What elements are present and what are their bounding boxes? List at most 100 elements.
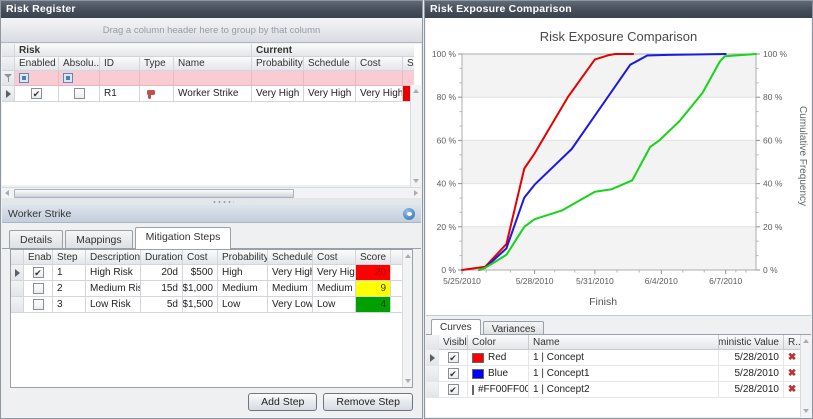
checkbox-filter-icon[interactable] xyxy=(19,73,29,83)
cell-enabled[interactable] xyxy=(24,265,53,281)
curve-row-blue[interactable]: Blue 1 | Concept1 5/28/2010 ✖ xyxy=(426,366,811,382)
col-type[interactable]: Type xyxy=(140,57,174,71)
cell-enabled[interactable] xyxy=(24,281,53,297)
cell-color[interactable]: #FF00FF00 xyxy=(468,382,529,398)
row-indicator xyxy=(11,265,24,281)
mitigation-row-3[interactable]: 3 Low Risk 5d $1,500 Low Very Low Low 4 xyxy=(11,297,412,313)
filter-score[interactable] xyxy=(403,71,414,86)
tab-variances[interactable]: Variances xyxy=(483,321,545,335)
filter-probability[interactable] xyxy=(252,71,304,86)
cell-description: High Risk xyxy=(86,265,141,281)
scroll-up-icon[interactable] xyxy=(405,254,411,258)
risk-register-panel: Risk Register Drag a column header here … xyxy=(0,0,423,419)
cell-enabled[interactable] xyxy=(24,297,53,313)
group-by-hint: Drag a column header here to group by th… xyxy=(103,25,321,36)
col-description[interactable]: Description xyxy=(86,250,141,265)
col-enabled[interactable]: Enabled xyxy=(15,57,59,71)
col-color[interactable]: Color xyxy=(468,335,529,350)
mitigation-grid-scrollbar[interactable] xyxy=(402,250,412,387)
col-name[interactable]: Name xyxy=(529,335,719,350)
visible-checkbox[interactable] xyxy=(448,352,459,363)
col-probability[interactable]: Probability xyxy=(252,57,304,71)
scroll-down-icon[interactable] xyxy=(803,409,809,413)
col-remove[interactable]: R... xyxy=(784,335,801,350)
cell-visible[interactable] xyxy=(439,366,468,382)
tab-mitigation-steps[interactable]: Mitigation Steps xyxy=(135,227,232,249)
collapse-panel-button[interactable] xyxy=(403,208,415,220)
visible-checkbox[interactable] xyxy=(448,384,459,395)
cell-color[interactable]: Blue xyxy=(468,366,529,382)
col-probability[interactable]: Probability xyxy=(218,250,268,265)
col-id[interactable]: ID xyxy=(100,57,140,71)
col-absolute[interactable]: Absolu... xyxy=(59,57,100,71)
scroll-up-icon[interactable] xyxy=(413,89,419,93)
cell-name: 1 | Concept1 xyxy=(529,366,719,382)
col-enabled[interactable]: Enabled xyxy=(24,250,53,265)
enabled-checkbox[interactable] xyxy=(31,88,42,99)
group-header-risk[interactable]: Risk xyxy=(15,44,252,57)
scroll-down-icon[interactable] xyxy=(413,179,419,183)
cell-color[interactable]: Red xyxy=(468,350,529,366)
enabled-checkbox[interactable] xyxy=(33,267,44,278)
mitigation-row-1[interactable]: 1 High Risk 20d $500 High Very High Very… xyxy=(11,265,412,281)
curve-row-red[interactable]: Red 1 | Concept 5/28/2010 ✖ xyxy=(426,350,811,366)
scroll-up-icon[interactable] xyxy=(803,339,809,343)
cell-enabled[interactable] xyxy=(15,86,59,102)
delete-curve-icon[interactable]: ✖ xyxy=(788,352,796,364)
risk-grid-vertical-scrollbar[interactable] xyxy=(410,85,421,187)
col-name[interactable]: Name xyxy=(174,57,252,71)
col-schedule[interactable]: Schedule xyxy=(268,250,313,265)
col-duration[interactable]: Duration xyxy=(141,250,183,265)
filter-absolute[interactable] xyxy=(59,71,100,86)
col-schedule[interactable]: Schedule xyxy=(304,57,356,71)
col-step[interactable]: Step xyxy=(53,250,86,265)
filter-enabled[interactable] xyxy=(15,71,59,86)
cell-schedule: Very High xyxy=(304,86,356,102)
remove-step-button[interactable]: Remove Step xyxy=(323,393,413,411)
color-swatch[interactable] xyxy=(472,385,474,395)
col-visible[interactable]: Visible xyxy=(439,335,468,350)
mitigation-row-2[interactable]: 2 Medium Risk 15d $1,000 Medium Medium M… xyxy=(11,281,412,297)
delete-curve-icon[interactable]: ✖ xyxy=(788,384,796,396)
risk-exposure-panel: Risk Exposure Comparison Risk Exposure C… xyxy=(424,0,813,419)
cell-absolute[interactable] xyxy=(59,86,100,102)
tab-curves[interactable]: Curves xyxy=(431,319,481,335)
col-cost[interactable]: Cost xyxy=(183,250,218,265)
col-deterministic-value[interactable]: Deterministic Value xyxy=(719,335,784,350)
tab-details[interactable]: Details xyxy=(9,230,63,249)
checkbox-filter-icon[interactable] xyxy=(63,73,73,83)
scroll-left-icon[interactable] xyxy=(5,190,9,196)
risk-grid-horizontal-scrollbar[interactable] xyxy=(2,187,421,198)
col-cost[interactable]: Cost xyxy=(356,57,403,71)
enabled-checkbox[interactable] xyxy=(33,299,44,310)
filter-name[interactable] xyxy=(174,71,252,86)
cell-visible[interactable] xyxy=(439,382,468,398)
filter-type[interactable] xyxy=(140,71,174,86)
delete-curve-icon[interactable]: ✖ xyxy=(788,368,796,380)
curve-row-green[interactable]: #FF00FF00 1 | Concept2 5/28/2010 ✖ xyxy=(426,382,811,398)
filter-cost[interactable] xyxy=(356,71,403,86)
panel-splitter[interactable] xyxy=(2,198,421,205)
absolute-checkbox[interactable] xyxy=(74,88,85,99)
col-score[interactable]: Score xyxy=(356,250,391,265)
group-header-current[interactable]: Current xyxy=(252,44,414,57)
add-step-button[interactable]: Add Step xyxy=(248,393,317,411)
color-swatch[interactable] xyxy=(472,369,484,379)
enabled-checkbox[interactable] xyxy=(33,283,44,294)
row-indicator xyxy=(426,366,439,382)
col-score[interactable]: Sc xyxy=(403,57,414,71)
cell-remove: ✖ xyxy=(784,350,801,366)
horizontal-scroll-thumb[interactable] xyxy=(14,189,294,198)
scroll-down-icon[interactable] xyxy=(405,379,411,383)
visible-checkbox[interactable] xyxy=(448,368,459,379)
filter-id[interactable] xyxy=(100,71,140,86)
filter-schedule[interactable] xyxy=(304,71,356,86)
color-swatch[interactable] xyxy=(472,353,484,363)
risk-row-worker-strike[interactable]: R1 Worker Strike Very High Very High Ver… xyxy=(2,86,414,102)
cell-visible[interactable] xyxy=(439,350,468,366)
col-cost2[interactable]: Cost xyxy=(313,250,356,265)
curves-grid-scrollbar[interactable] xyxy=(800,335,811,417)
scroll-right-icon[interactable] xyxy=(414,190,418,196)
tab-mappings[interactable]: Mappings xyxy=(65,230,133,249)
group-by-dropzone[interactable]: Drag a column header here to group by th… xyxy=(1,18,422,43)
